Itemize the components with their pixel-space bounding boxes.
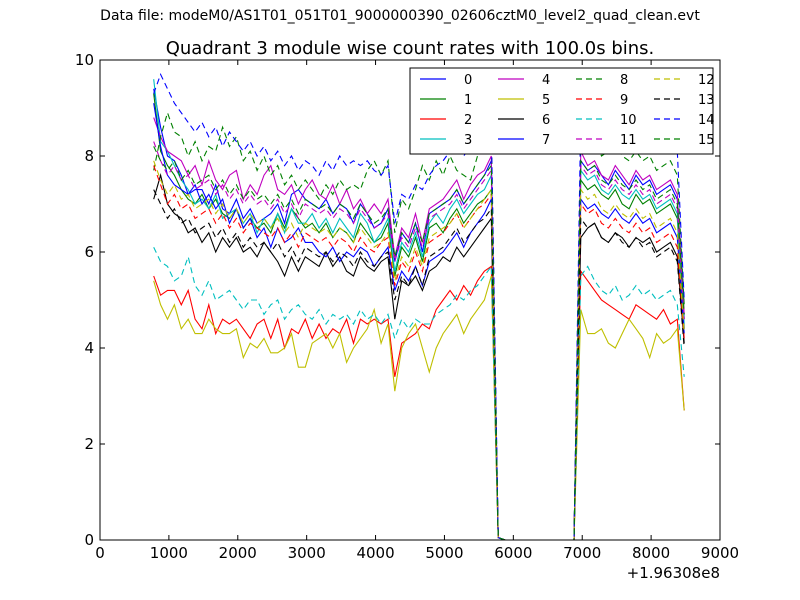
y-tick-label: 0: [84, 531, 94, 549]
legend-label-14: 14: [698, 113, 715, 128]
series-line-7: [153, 103, 685, 540]
y-tick-label: 4: [84, 339, 94, 357]
legend-label-11: 11: [620, 133, 637, 148]
legend-label-4: 4: [542, 73, 550, 88]
x-offset-label: +1.96308e8: [627, 564, 720, 582]
legend-label-2: 2: [464, 113, 472, 128]
plot-area: 0 1000 2000 3000 4000 5000 6000 7000 8000 9000 0 2 4…: [75, 51, 739, 562]
series-line-1: [153, 93, 685, 540]
legend-label-5: 5: [542, 93, 550, 108]
series-line-6: [153, 173, 685, 540]
figure-suptitle: Data file: modeM0/AS1T01_051T01_90000003…: [100, 8, 700, 24]
series-line-14: [153, 72, 685, 540]
legend-label-10: 10: [620, 113, 637, 128]
x-tick-label: 7000: [563, 544, 601, 562]
legend-label-15: 15: [698, 133, 715, 148]
chart-title: Quadrant 3 module wise count rates with …: [166, 38, 655, 59]
x-tick-label: 8000: [632, 544, 670, 562]
legend-box: [409, 67, 714, 155]
legend-label-7: 7: [542, 133, 550, 148]
x-tick-label: 3000: [288, 544, 326, 562]
legend-label-6: 6: [542, 113, 550, 128]
legend-label-0: 0: [464, 73, 472, 88]
legend-label-13: 13: [698, 93, 715, 108]
legend-label-12: 12: [698, 73, 715, 88]
x-tick-label: 0: [95, 544, 105, 562]
legend-label-1: 1: [464, 93, 472, 108]
series-line-9: [153, 165, 685, 540]
x-tick-label: 6000: [494, 544, 532, 562]
x-tick-label: 2000: [219, 544, 257, 562]
series-line-0: [153, 88, 685, 540]
series-line-10: [153, 246, 685, 540]
x-tick-label: 4000: [356, 544, 394, 562]
series-line-2: [153, 265, 685, 540]
y-tick-label: 10: [75, 51, 94, 69]
series-line-12: [153, 160, 685, 540]
y-tick-label: 2: [84, 435, 94, 453]
series-line-4: [153, 117, 685, 540]
legend-label-9: 9: [620, 93, 628, 108]
y-tick-label: 8: [84, 147, 94, 165]
y-tick-label: 6: [84, 243, 94, 261]
x-tick-label: 9000: [701, 544, 739, 562]
series-line-5: [153, 275, 685, 540]
x-tick-label: 5000: [425, 544, 463, 562]
x-tick-label: 1000: [150, 544, 188, 562]
series-line-15: [153, 146, 685, 540]
series-line-11: [153, 141, 685, 540]
legend-label-8: 8: [620, 73, 628, 88]
axes-frame: [99, 59, 721, 541]
legend-label-3: 3: [464, 133, 472, 148]
